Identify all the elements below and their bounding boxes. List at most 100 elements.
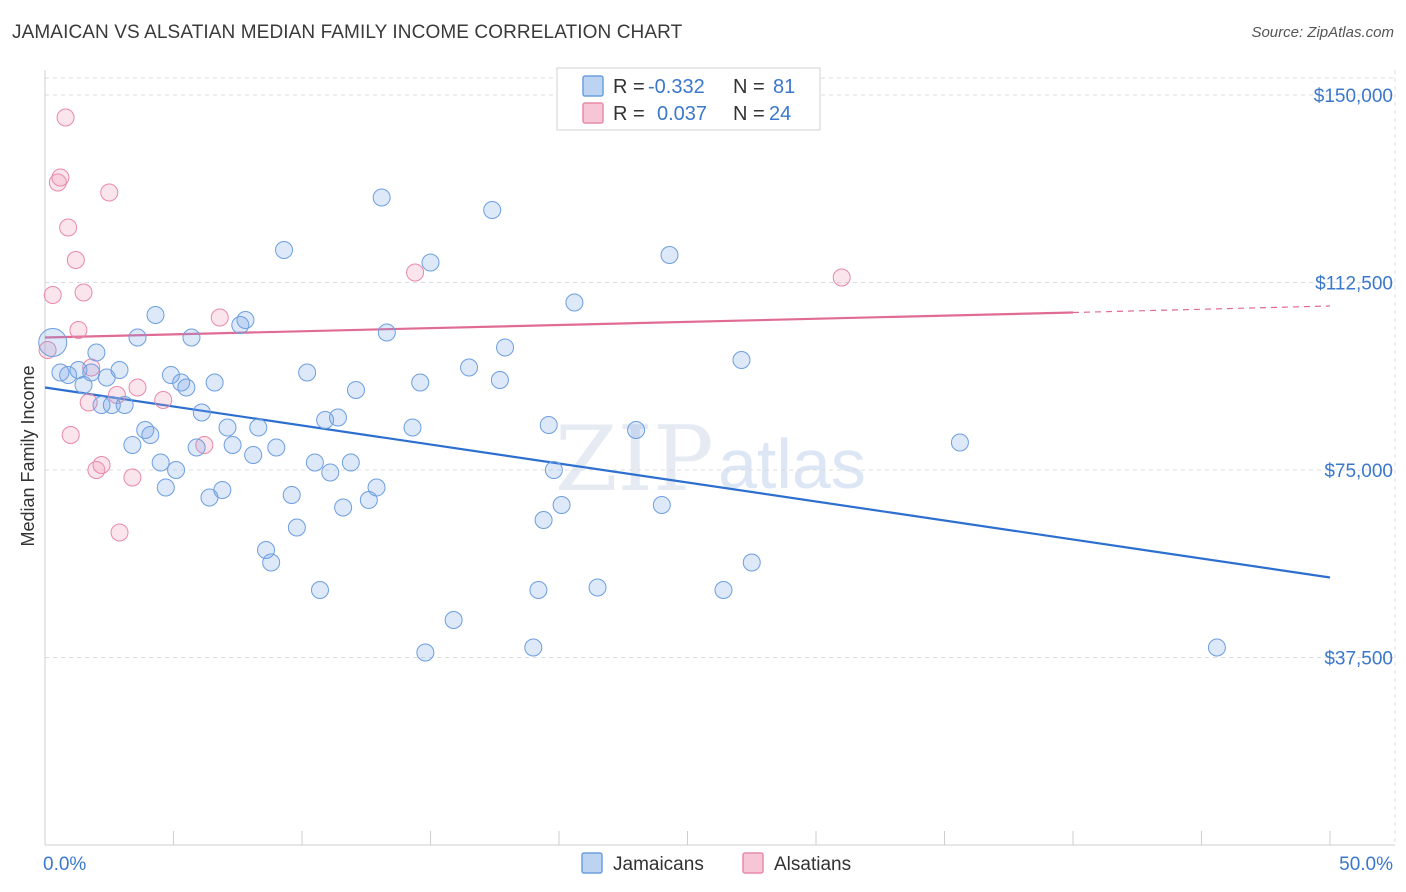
jamaican-point — [496, 338, 515, 357]
legend-n-value-jamaicans: 81 — [773, 76, 795, 98]
alsatian-point — [128, 378, 147, 397]
jamaican-point — [544, 461, 563, 479]
jamaican-point — [1207, 638, 1226, 657]
jamaican-point — [588, 578, 607, 597]
jamaican-point — [59, 366, 78, 384]
alsatian-point — [74, 283, 93, 302]
axes — [44, 70, 1395, 846]
jamaican-point — [102, 396, 121, 414]
jamaican-points — [38, 188, 1226, 662]
x-tick-labels: 0.0% 50.0% — [43, 854, 1393, 875]
jamaican-point — [213, 481, 232, 499]
jamaican-point — [128, 328, 147, 347]
jamaican-point — [123, 436, 142, 454]
jamaican-point — [490, 371, 509, 389]
legend-r-value-jamaicans: -0.332 — [648, 76, 705, 98]
jamaican-point — [742, 553, 761, 572]
jamaican-point — [652, 496, 671, 514]
jamaican-point — [298, 363, 317, 382]
alsatian-point — [210, 308, 229, 327]
alsatian-point — [406, 263, 425, 282]
jamaican-point — [310, 581, 329, 599]
jamaican-point — [167, 461, 186, 479]
legend-r-value-alsatians: 0.037 — [657, 103, 707, 125]
jamaican-point — [732, 351, 751, 369]
bottom-legend-swatch-alsatians — [742, 852, 764, 874]
jamaican-point — [346, 381, 365, 399]
jamaican-point — [161, 366, 180, 384]
legend-swatch-jamaicans — [582, 75, 604, 97]
jamaican-point — [236, 311, 255, 329]
alsatian-point — [87, 461, 106, 479]
jamaican-point — [205, 373, 224, 392]
alsatian-point — [38, 341, 57, 359]
alsatian-point — [100, 183, 119, 202]
jamaican-point — [192, 403, 211, 422]
watermark-zip: ZIP — [555, 407, 714, 512]
alsatian-point — [123, 468, 142, 487]
alsatian-point — [48, 173, 67, 192]
jamaican-point — [82, 363, 101, 382]
bottom-legend-swatch-jamaicans — [581, 852, 603, 874]
jamaican-point — [552, 496, 571, 514]
jamaican-point — [218, 418, 237, 437]
bottom-legend-jamaicans: Jamaicans — [613, 854, 704, 875]
jamaican-point — [136, 421, 155, 439]
jamaican-point — [411, 373, 430, 392]
jamaican-point — [305, 453, 324, 472]
jamaican-point — [534, 511, 553, 529]
series-legend: Jamaicans Alsatians — [581, 852, 851, 875]
source-label: Source: ZipAtlas.com — [1251, 24, 1394, 41]
jamaican-point — [172, 373, 191, 392]
jamaican-point — [627, 421, 646, 439]
jamaican-point — [87, 343, 106, 362]
alsatian-trend-extension — [1072, 305, 1331, 314]
jamaican-point — [660, 246, 679, 264]
jamaican-point — [141, 426, 160, 444]
alsatian-point — [832, 268, 851, 287]
alsatian-point — [110, 523, 129, 542]
alsatian-point — [107, 386, 126, 404]
bottom-legend-alsatians: Alsatians — [774, 854, 851, 875]
jamaican-point — [146, 306, 165, 324]
jamaican-point — [244, 446, 263, 464]
jamaican-point — [287, 518, 306, 537]
jamaican-point — [403, 418, 422, 437]
chart-title: JAMAICAN VS ALSATIAN MEDIAN FAMILY INCOM… — [12, 22, 683, 43]
correlation-legend: R = -0.332 N = 81 R = 0.037 N = 24 — [556, 67, 821, 131]
jamaican-point — [177, 378, 196, 397]
y-tick-label: $37,500 — [1324, 649, 1393, 670]
jamaican-point — [262, 553, 281, 572]
alsatian-point — [92, 456, 111, 474]
alsatian-point — [61, 426, 80, 444]
y-tick-label: $150,000 — [1314, 86, 1393, 107]
jamaican-point — [341, 453, 360, 472]
jamaican-point — [231, 316, 250, 334]
jamaican-point — [151, 453, 170, 472]
legend-n-label-jamaicans: N = — [733, 76, 765, 98]
jamaican-point — [372, 188, 391, 207]
jamaican-point — [321, 463, 340, 482]
legend-n-value-alsatians: 24 — [769, 103, 791, 125]
x-tick-label: 0.0% — [43, 854, 86, 875]
x-tick-label: 50.0% — [1339, 854, 1393, 875]
jamaican-point — [156, 478, 175, 497]
jamaican-point — [38, 328, 68, 357]
jamaican-point — [367, 478, 386, 497]
jamaican-point — [334, 498, 353, 517]
y-tick-labels: $37,500 $75,000 $112,500 $150,000 — [1314, 86, 1393, 670]
legend-n-label-alsatians: N = — [733, 103, 765, 125]
alsatian-point — [56, 108, 75, 127]
jamaican-point — [539, 416, 558, 434]
jamaican-point — [267, 438, 286, 457]
jamaican-point — [282, 486, 301, 504]
jamaican-point — [714, 581, 733, 599]
y-axis-title: Median Family Income — [18, 365, 38, 546]
jamaican-point — [416, 643, 435, 662]
legend-swatch-alsatians — [582, 102, 604, 124]
y-tick-label: $112,500 — [1315, 274, 1393, 295]
alsatian-trend-line — [44, 311, 1074, 339]
jamaican-point — [950, 433, 969, 452]
jamaican-point — [460, 358, 479, 377]
jamaican-point — [529, 581, 548, 599]
